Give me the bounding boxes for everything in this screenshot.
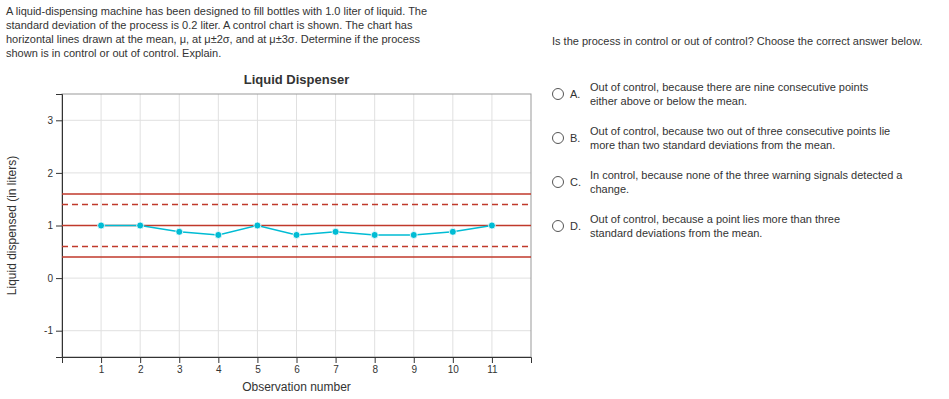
grid-line-y	[62, 278, 531, 279]
x-tick-label: 1	[99, 364, 105, 375]
data-point	[215, 231, 222, 238]
radio-circle	[552, 132, 564, 144]
y-tick-mark	[56, 226, 62, 227]
x-tick-label: 9	[411, 364, 417, 375]
x-axis-line	[63, 358, 532, 364]
choice: B.Out of control, because two out of thr…	[552, 124, 944, 152]
grid	[62, 94, 531, 357]
x-tick-mark	[375, 357, 376, 363]
chart-title: Liquid Dispenser	[244, 72, 349, 87]
x-tick: 3	[177, 357, 183, 375]
description: A liquid-dispensing machine has been des…	[6, 4, 541, 60]
x-tick-mark	[414, 357, 415, 363]
radio-circle	[552, 88, 564, 100]
y-tick-mark	[56, 120, 62, 121]
data-point	[332, 228, 339, 235]
grid-line-y	[62, 120, 531, 121]
choice-text: Out of control, because there are nine c…	[590, 80, 944, 108]
x-tick-mark	[179, 357, 180, 363]
data-point	[449, 228, 456, 235]
x-tick-label: 4	[216, 364, 222, 375]
radio-circle	[552, 176, 564, 188]
plot-frame	[62, 94, 531, 357]
y-tick-label: 0	[47, 273, 53, 284]
y-tick-mark	[56, 331, 62, 332]
y-axis-line	[56, 95, 63, 358]
data-point	[137, 222, 144, 229]
x-tick-mark	[140, 357, 141, 363]
radio-circle	[552, 220, 564, 232]
control-line-dashed	[62, 246, 531, 248]
y-tick-label: -1	[44, 325, 53, 336]
y-tick-mark	[56, 278, 62, 279]
x-axis: 1 2 3 4 5 6 7 8 9 10 11	[63, 357, 532, 375]
x-tick-mark	[218, 357, 219, 363]
y-tick: 0	[47, 273, 62, 284]
x-tick-label: 5	[255, 364, 261, 375]
choice-text: Out of control, because a point lies mor…	[590, 212, 944, 240]
x-tick-label: 8	[372, 364, 378, 375]
data-point	[371, 231, 378, 238]
y-tick: 2	[47, 168, 62, 179]
x-tick-mark	[453, 357, 454, 363]
grid-line-y	[62, 330, 531, 331]
data-point	[293, 231, 300, 238]
x-tick: 1	[99, 357, 105, 375]
x-tick-label: 2	[138, 364, 144, 375]
x-tick-label: 7	[333, 364, 339, 375]
data-point	[176, 228, 183, 235]
data-layer	[62, 194, 531, 257]
data-point	[410, 231, 417, 238]
x-tick: 8	[372, 357, 378, 375]
x-tick-mark	[336, 357, 337, 363]
control-line	[62, 256, 531, 258]
chart: 1 2 3 4 5 6 7 8 9 10 11 -1 0 1 2 3 Liquid Dispenser Obser…	[0, 66, 545, 399]
y-tick-mark	[56, 173, 62, 174]
y-tick: -1	[44, 325, 62, 336]
x-axis-title: Observation number	[242, 380, 351, 394]
x-tick: 10	[448, 357, 460, 375]
x-tick-mark	[101, 357, 102, 363]
x-tick-mark	[257, 357, 258, 363]
control-line-dashed	[62, 204, 531, 206]
choice: C.In control, because none of the three …	[552, 168, 944, 196]
control-line	[62, 193, 531, 195]
x-tick: 7	[333, 357, 339, 375]
x-tick: 9	[411, 357, 417, 375]
x-tick-label: 11	[487, 364, 498, 375]
y-tick-label: 1	[47, 220, 53, 231]
data-point	[254, 222, 261, 229]
choices: A.Out of control, because there are nine…	[552, 80, 944, 256]
y-tick: 1	[47, 220, 62, 231]
x-tick: 5	[255, 357, 261, 375]
x-tick: 2	[138, 357, 144, 375]
y-tick-label: 2	[47, 168, 53, 179]
choice-text: Out of control, because two out of three…	[590, 124, 944, 152]
plot: 1 2 3 4 5 6 7 8 9 10 11 -1 0 1 2 3	[44, 94, 531, 375]
y-axis-title: Liquid dispensed (in liters)	[5, 156, 19, 295]
y-tick-label: 3	[47, 115, 53, 126]
grid-line-y	[62, 172, 531, 173]
y-tick: 3	[47, 115, 62, 126]
data-point	[98, 222, 105, 229]
x-tick: 11	[487, 357, 498, 375]
choice-letter: C.	[570, 175, 590, 189]
x-tick-label: 3	[177, 364, 183, 375]
x-tick-label: 10	[448, 364, 460, 375]
choice: A.Out of control, because there are nine…	[552, 80, 944, 108]
choice-text: In control, because none of the three wa…	[590, 168, 944, 196]
y-axis: -1 0 1 2 3	[44, 95, 62, 358]
x-tick: 4	[216, 357, 222, 375]
x-tick-mark	[492, 357, 493, 363]
choice-letter: B.	[570, 131, 590, 145]
choice-letter: A.	[570, 87, 590, 101]
data-point	[488, 222, 495, 229]
question: Is the process in control or out of cont…	[552, 34, 942, 48]
x-tick: 6	[294, 357, 300, 375]
choice: D.Out of control, because a point lies m…	[552, 212, 944, 240]
x-tick-mark	[297, 357, 298, 363]
x-tick-label: 6	[294, 364, 300, 375]
choice-letter: D.	[570, 219, 590, 233]
